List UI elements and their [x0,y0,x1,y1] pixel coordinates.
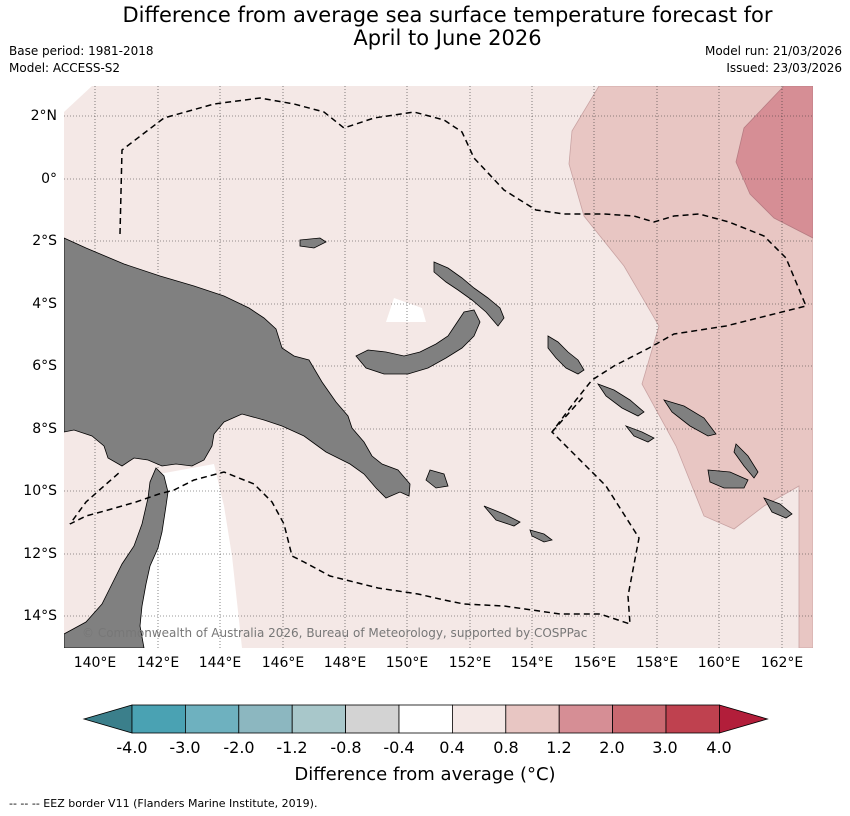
model-run: Model run: 21/03/2026 [704,44,842,58]
colorbar-swatch [238,704,293,734]
title-line-1: Difference from average sea surface temp… [122,3,773,27]
colorbar [82,704,769,734]
colorbar-tick-label: 0.8 [493,738,519,757]
gridlines [64,86,813,648]
colorbar-tick-label: -1.2 [276,738,308,757]
land-manus [299,237,327,249]
lon-label-154e: 154°E [510,655,554,671]
land-new-georgia [624,425,655,443]
eez-borders [69,97,808,626]
land-cape-york [64,467,169,648]
lat-label-8s: 8°S [32,421,57,437]
colorbar-tick-label: 1.2 [546,738,572,757]
title-line-2: April to June 2026 [353,26,542,50]
lon-label-148e: 148°E [323,655,367,671]
land-new-ireland [433,261,505,327]
colorbar-swatch [291,704,346,734]
lon-label-146e: 146°E [261,655,305,671]
meta-left: Base period: 1981-2018 Model: ACCESS-S2 [9,43,154,77]
colorbar-swatches [82,704,769,734]
colorbar-tick-label: -4.0 [116,738,148,757]
colorbar-tick-label: -0.8 [330,738,362,757]
eez-legend-note: -- -- -- EEZ border V11 (Flanders Marine… [9,797,318,810]
lat-label-10s: 10°S [23,483,57,499]
land-solomon-choiseul [596,383,645,417]
colorbar-swatch [505,704,560,734]
land-san-cristobal [763,497,793,519]
colorbar-extend-high [719,704,769,734]
lat-label-0: 0° [41,171,57,187]
lat-label-2s: 2°S [32,233,57,249]
near-normal-region-west [64,86,92,112]
eez-png [69,97,808,626]
colorbar-tick-label: 3.0 [652,738,678,757]
issued-date: Issued: 23/03/2026 [726,61,842,75]
colorbar-tick-label: 2.0 [599,738,625,757]
land-rossel [529,529,553,543]
colorbar-swatch [612,704,667,734]
colorbar-swatch [345,704,400,734]
colorbar-tick-label: -3.0 [169,738,201,757]
land-louisiade [483,505,521,527]
land-new-guinea [64,237,411,499]
lat-label-14s: 14°S [23,608,57,624]
land-new-britain [355,309,481,375]
lon-label-156e: 156°E [573,655,617,671]
colorbar-title: Difference from average (°C) [294,764,556,785]
lon-label-142e: 142°E [136,655,180,671]
land-guadalcanal [707,469,749,489]
land-solomon-malaita [733,443,759,479]
lon-label-160e: 160°E [697,655,741,671]
lon-label-162e: 162°E [760,655,804,671]
model-name: Model: ACCESS-S2 [9,61,121,75]
eez-solomon [551,395,585,433]
near-normal-region-bismarck [386,298,426,322]
meta-right: Model run: 21/03/2026 Issued: 23/03/2026 [705,43,842,77]
colorbar-tick-label: 0.4 [439,738,465,757]
landmasses [64,237,793,648]
colorbar-swatch [131,704,186,734]
map-panel [64,86,813,648]
colorbar-swatch [665,704,720,734]
colorbar-extend-low [82,704,133,734]
lat-label-2n: 2°N [30,108,57,124]
lon-label-152e: 152°E [448,655,492,671]
land-bougainville [547,335,585,375]
lon-label-150e: 150°E [385,655,429,671]
colorbar-swatch [398,704,453,734]
colorbar-tick-label: -0.4 [383,738,415,757]
land-dentrecasteaux [425,469,449,489]
ocean-anomaly-1-2-2-0 [735,86,813,239]
colorbar-swatch [558,704,614,734]
ocean-anomaly-0-8-1-2 [568,86,813,648]
colorbar-swatch [185,704,240,734]
lon-label-144e: 144°E [198,655,242,671]
copyright-text: © Commonwealth of Australia 2026, Bureau… [82,626,588,640]
colorbar-swatch [451,704,507,734]
lon-label-140e: 140°E [73,655,117,671]
land-solomon-santa-isabel [663,399,717,437]
lat-label-12s: 12°S [23,546,57,562]
colorbar-tick-label: -2.0 [223,738,255,757]
chart-title: Difference from average sea surface temp… [0,4,850,50]
lon-label-158e: 158°E [635,655,679,671]
lat-label-4s: 4°S [32,296,57,312]
colorbar-tick-label: 4.0 [706,738,732,757]
base-period: Base period: 1981-2018 [9,44,154,58]
lat-label-6s: 6°S [32,358,57,374]
